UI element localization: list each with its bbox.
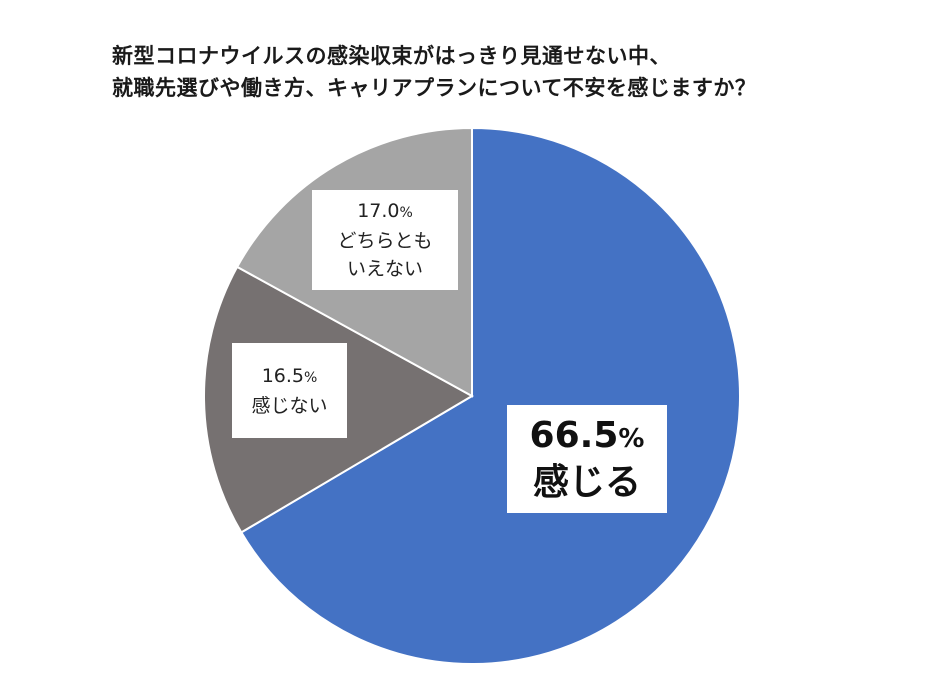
- data-label-dochiratomo-line-2: いえない: [346, 258, 423, 280]
- data-label-dochiratomo-line-1: どちらとも: [337, 230, 433, 252]
- data-label-kanjinai-text: 感じない: [251, 394, 328, 417]
- chart-title: 新型コロナウイルスの感染収束がはっきり見通せない中、 就職先選びや働き方、キャリ…: [112, 40, 912, 104]
- data-label-dochiratomo: 17.0% どちらとも いえない: [312, 190, 458, 290]
- data-label-kanjiru-percent: %: [618, 423, 645, 454]
- data-label-dochiratomo-value: 17.0: [357, 200, 400, 222]
- data-label-kanjiru-text: 感じる: [532, 461, 641, 503]
- chart-title-line-1: 新型コロナウイルスの感染収束がはっきり見通せない中、: [112, 44, 671, 68]
- data-label-kanjinai: 16.5% 感じない: [232, 343, 347, 438]
- pie-slice-kanjiru: [239, 126, 741, 665]
- data-label-kanjinai-percent: %: [304, 369, 318, 386]
- data-label-kanjiru-value: 66.5: [529, 414, 619, 456]
- data-label-kanjinai-value: 16.5: [261, 364, 304, 387]
- chart-title-line-2: 就職先選びや働き方、キャリアプランについて不安を感じますか？: [112, 76, 757, 100]
- data-label-kanjiru: 66.5% 感じる: [507, 405, 667, 513]
- data-label-dochiratomo-percent: %: [399, 205, 413, 221]
